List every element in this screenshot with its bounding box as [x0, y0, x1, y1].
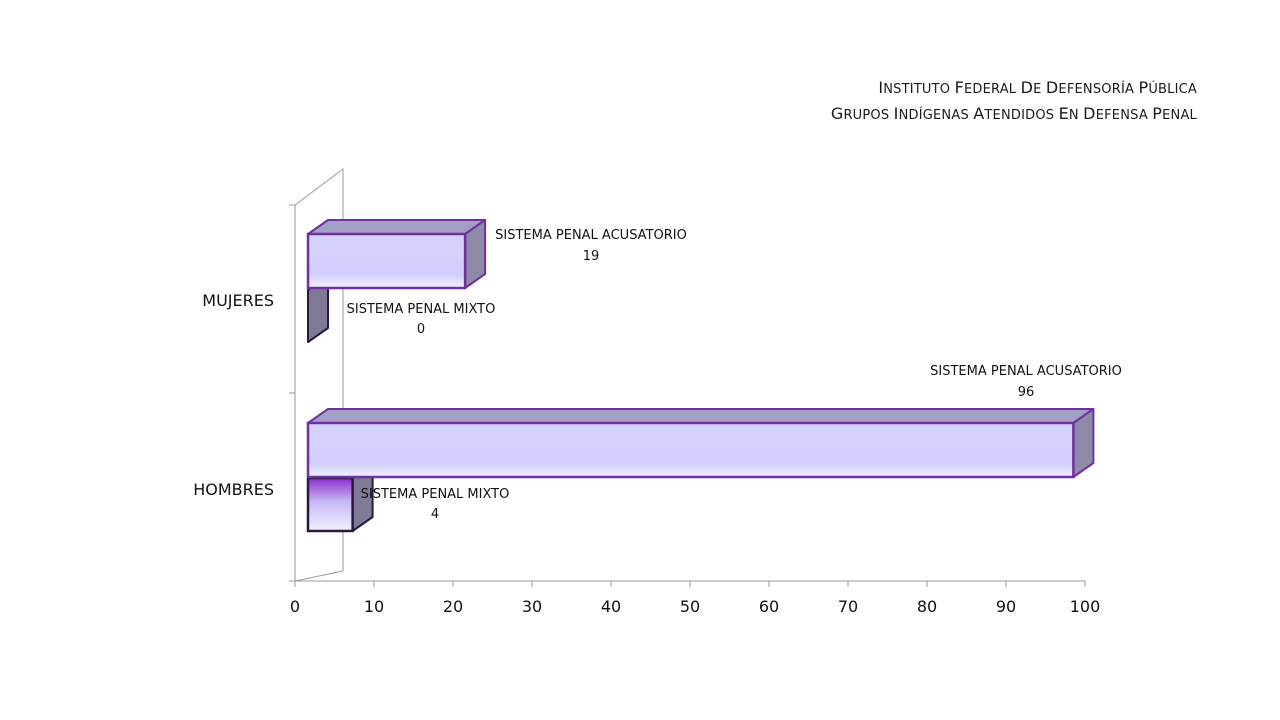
- bar-front-face: [306, 476, 354, 533]
- x-tick-label: 60: [759, 597, 779, 616]
- floor-edge: [294, 570, 344, 582]
- bars: [306, 219, 1095, 533]
- x-tick-label: 20: [443, 597, 463, 616]
- x-tick-label: 100: [1070, 597, 1101, 616]
- data-label-value: 4: [431, 507, 439, 522]
- x-tick-label: 0: [290, 597, 300, 616]
- x-tick-label: 50: [680, 597, 700, 616]
- bar-acusatorio-hombres: [306, 408, 1095, 479]
- data-label-value: 96: [1018, 385, 1035, 400]
- data-label-series: SISTEMA PENAL ACUSATORIO: [930, 364, 1122, 379]
- chart-title-line-1: INSTITUTO FEDERAL DE DEFENSORÍA PÚBLICA: [878, 78, 1197, 97]
- data-label-value: 19: [583, 249, 600, 264]
- y-category-label: MUJERES: [202, 291, 274, 310]
- x-tick-label: 90: [996, 597, 1016, 616]
- bar-top-face: [307, 408, 1095, 424]
- labels: SISTEMA PENAL ACUSATORIO 19 SISTEMA PENAL …: [347, 228, 1122, 522]
- data-label-series: SISTEMA PENAL ACUSATORIO: [495, 228, 687, 243]
- x-tick-label: 80: [917, 597, 937, 616]
- y-category-label: HOMBRES: [193, 480, 274, 499]
- x-tick-label: 30: [522, 597, 542, 616]
- data-label-series: SISTEMA PENAL MIXTO: [361, 487, 510, 502]
- data-label-series: SISTEMA PENAL MIXTO: [347, 302, 496, 317]
- bar-front-face: [306, 232, 467, 290]
- bar-top-face: [307, 219, 487, 235]
- bar-acusatorio-mujeres: [306, 219, 487, 290]
- data-label-value: 0: [417, 322, 425, 337]
- x-tick-label: 70: [838, 597, 858, 616]
- bar-front-face: [306, 421, 1075, 479]
- x-tick-label: 40: [601, 597, 621, 616]
- chart-title: INSTITUTO FEDERAL DE DEFENSORÍA PÚBLICA …: [831, 76, 1197, 128]
- x-tick-label: 10: [364, 597, 384, 616]
- chart-title-line-2: GRUPOS INDÍGENAS ATENDIDOS EN DEFENSA PE…: [830, 104, 1197, 123]
